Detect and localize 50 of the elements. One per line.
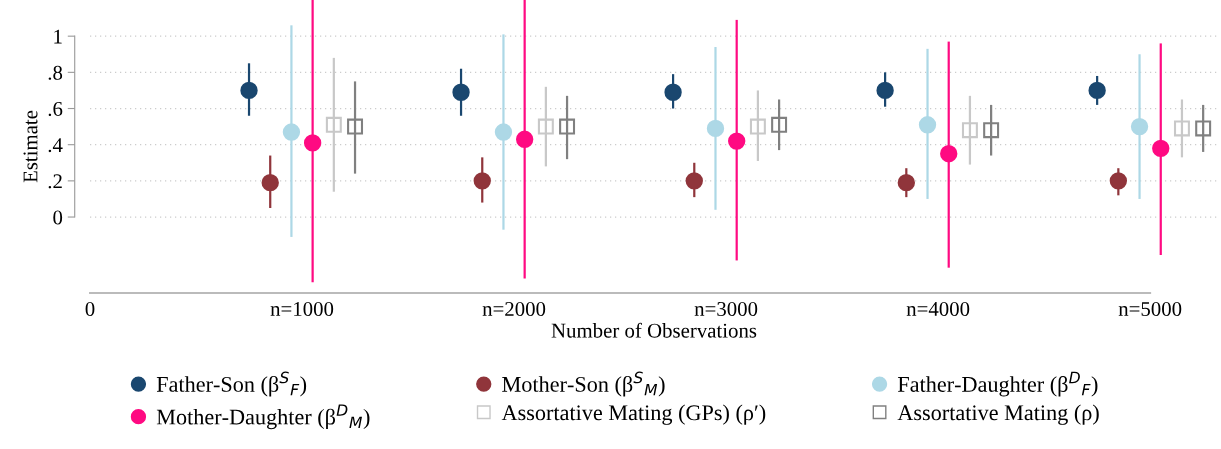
- y-tick-label: .4: [48, 138, 63, 153]
- point: [473, 172, 491, 190]
- point: [1195, 120, 1212, 137]
- point: [515, 130, 534, 148]
- point: [983, 122, 1000, 139]
- y-tick-label: .2: [48, 174, 62, 189]
- point: [749, 118, 766, 135]
- legend-label: Mother-Son (β$^{S}$$_{M}$): [502, 371, 665, 397]
- y-tick-label: 1: [54, 29, 62, 44]
- x-tick-label: n=4000: [906, 301, 970, 316]
- point: [1130, 117, 1149, 136]
- point: [1109, 172, 1128, 190]
- point: [728, 132, 746, 150]
- point: [240, 81, 258, 100]
- x-tick-label: n=1000: [270, 301, 334, 316]
- legend-label: Assortative Mating (ρ): [897, 404, 1099, 425]
- y-tick-label: .8: [48, 65, 63, 80]
- y-tick-label: 0: [53, 210, 63, 225]
- point: [897, 173, 915, 192]
- x-tick-label: n=5000: [1118, 301, 1182, 316]
- point: [452, 83, 470, 101]
- point: [559, 118, 576, 135]
- point: [282, 123, 301, 141]
- point: [1088, 81, 1106, 100]
- point: [494, 123, 513, 141]
- point: [940, 145, 958, 163]
- point: [876, 81, 894, 100]
- x-axis-title: Number of Observations: [551, 322, 757, 338]
- legend-label: Assortative Mating (GPs) (ρ′): [501, 404, 766, 425]
- point: [1173, 120, 1190, 137]
- point: [685, 172, 703, 190]
- x-tick-label: 0: [85, 301, 95, 316]
- x-tick-label: n=2000: [482, 301, 546, 316]
- point: [961, 122, 978, 139]
- point: [347, 118, 364, 135]
- y-axis-title: Estimate: [23, 110, 38, 183]
- point: [325, 116, 342, 133]
- legend-label: Father-Daughter (β$^{D}$$_{F}$): [897, 371, 1098, 397]
- point: [537, 118, 554, 135]
- point: [261, 173, 279, 192]
- legend-label: Mother-Daughter (β$^{D}$$_{M}$): [156, 404, 370, 430]
- point: [1152, 139, 1170, 157]
- x-tick-label: n=3000: [694, 301, 758, 316]
- point: [303, 134, 322, 152]
- point: [706, 119, 725, 138]
- point: [918, 116, 937, 134]
- legend-label: Father-Son (β$^{S}$$_{F}$): [156, 371, 307, 397]
- y-tick-label: .6: [48, 101, 63, 117]
- point: [664, 83, 682, 101]
- point: [771, 116, 788, 133]
